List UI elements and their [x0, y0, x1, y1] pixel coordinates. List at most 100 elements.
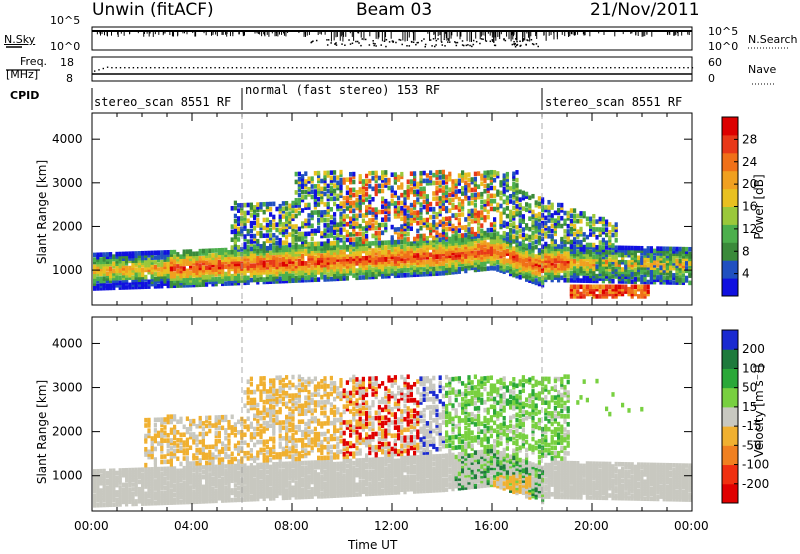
power-cell: [285, 227, 289, 232]
power-cell: [291, 224, 295, 229]
power-cell: [525, 194, 529, 199]
power-cell: [595, 276, 599, 281]
power-cell: [230, 261, 234, 267]
power-cell: [457, 196, 461, 202]
power-cell: [150, 252, 154, 258]
power-cell: [294, 179, 298, 185]
power-cell: [285, 254, 289, 260]
power-cell: [569, 258, 573, 264]
power-cell: [384, 227, 388, 233]
power-cell: [102, 257, 106, 262]
power-cell: [454, 233, 458, 239]
power-cell: [230, 276, 234, 281]
nave-dot: [653, 67, 655, 69]
power-cell: [416, 210, 420, 215]
power-cell: [249, 265, 253, 271]
power-cell: [493, 251, 497, 257]
power-cell: [390, 224, 394, 230]
power-cell: [681, 266, 685, 271]
velocity-cell: [160, 443, 164, 449]
power-cell: [173, 276, 177, 281]
power-cell: [592, 286, 596, 292]
power-cell: [384, 261, 388, 267]
power-cell: [230, 266, 234, 272]
power-cell: [176, 259, 180, 264]
velocity-cell: [93, 495, 97, 501]
power-cell: [550, 202, 554, 208]
power-cell: [329, 252, 333, 258]
power-cell: [179, 271, 183, 276]
power-cell: [269, 274, 273, 280]
power-cell: [678, 261, 682, 266]
power-cell: [505, 182, 509, 187]
power-cell: [294, 200, 298, 206]
power-cell: [621, 291, 625, 297]
power-cell: [147, 262, 151, 268]
power-cell: [294, 263, 298, 269]
power-cell: [454, 228, 458, 234]
power-cell: [345, 237, 349, 243]
power-cell: [611, 266, 615, 272]
power-cell: [611, 243, 615, 248]
power-cell: [573, 278, 577, 283]
power-cell: [246, 249, 250, 254]
power-cell: [643, 294, 647, 299]
power-cell: [457, 204, 461, 210]
power-cell: [240, 218, 244, 224]
power-cell: [579, 268, 583, 274]
power-cell: [646, 272, 650, 278]
power-cell: [579, 271, 583, 276]
power-cell: [614, 227, 618, 233]
power-cell: [528, 234, 532, 240]
velocity-cell: [118, 492, 122, 498]
power-cell: [435, 232, 439, 238]
power-cell: [269, 233, 273, 238]
power-cell: [310, 260, 314, 266]
power-cell: [243, 254, 247, 259]
power-cell: [464, 268, 468, 274]
power-cell: [157, 257, 161, 263]
power-cell: [128, 253, 132, 259]
power-cell: [317, 217, 321, 223]
power-cell: [454, 231, 458, 236]
power-cell: [211, 277, 215, 282]
power-cell: [505, 198, 509, 203]
power-cell: [413, 176, 417, 182]
power-cell: [576, 213, 580, 219]
power-cell: [541, 278, 545, 283]
power-cell: [585, 247, 589, 252]
power-cell: [515, 259, 519, 265]
power-cell: [397, 242, 401, 247]
velocity-cell: [153, 471, 157, 477]
nave-dot: [446, 67, 448, 69]
power-cell: [301, 239, 305, 245]
power-cell: [253, 220, 257, 226]
power-cell: [390, 266, 394, 272]
power-cell: [381, 178, 385, 183]
power-cell: [470, 195, 474, 201]
power-cell: [451, 228, 455, 234]
power-cell: [445, 198, 449, 203]
power-cell: [317, 183, 321, 189]
power-cell: [598, 249, 602, 255]
power-cell: [611, 257, 615, 262]
power-cell: [269, 222, 273, 228]
power-cell: [432, 261, 436, 267]
power-cell: [557, 265, 561, 271]
velocity-cell: [150, 452, 154, 457]
power-cell: [320, 246, 324, 251]
power-cell: [339, 214, 343, 219]
power-cell: [512, 192, 516, 198]
velocity-cell: [134, 479, 138, 485]
power-cell: [301, 253, 305, 259]
power-cell: [259, 248, 263, 254]
power-cell: [467, 251, 471, 257]
power-cell: [217, 267, 221, 272]
velocity-cell: [109, 500, 113, 505]
power-cell: [323, 233, 327, 239]
power-cell: [502, 210, 506, 215]
velocity-cell: [157, 481, 161, 486]
power-cell: [352, 263, 356, 269]
power-cell: [509, 217, 513, 223]
power-cell: [109, 278, 113, 284]
